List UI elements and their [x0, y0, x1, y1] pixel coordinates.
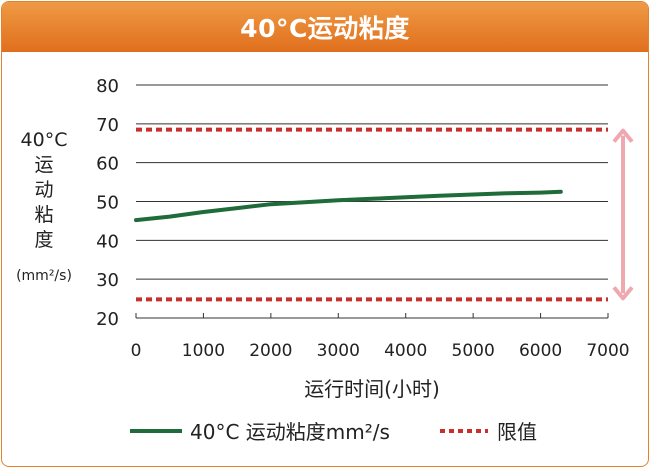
y-axis-label-char: 度 — [34, 229, 53, 251]
x-tick-label: 0 — [131, 341, 142, 361]
y-axis-label-char: 动 — [34, 179, 53, 201]
y-tick-label: 60 — [96, 154, 119, 175]
x-tick-label: 2000 — [249, 341, 292, 361]
legend-label-viscosity: 40°C 运动粘度mm²/s — [190, 420, 390, 444]
y-axis-label-temp: 40°C — [21, 129, 68, 151]
legend: 40°C 运动粘度mm²/s 限值 — [130, 420, 537, 444]
range-arrow-head-up — [612, 128, 634, 143]
chart-title: 40°C运动粘度 — [2, 2, 648, 52]
range-arrow-head-down — [612, 286, 634, 301]
y-tick-label: 50 — [96, 193, 119, 214]
x-tick-label: 5000 — [452, 341, 495, 361]
y-axis-label-char: 粘 — [34, 204, 53, 226]
y-tick-label: 20 — [96, 309, 119, 330]
x-tick-label: 7000 — [586, 341, 629, 361]
series-group — [134, 189, 563, 223]
y-tick-label: 30 — [96, 270, 119, 291]
x-tick-label: 6000 — [519, 341, 562, 361]
x-tick-label: 1000 — [182, 341, 225, 361]
x-tick-labels: 0 1000 2000 3000 4000 5000 6000 7000 — [131, 341, 630, 361]
y-tick-label: 70 — [96, 115, 119, 136]
y-tick-label: 40 — [96, 231, 119, 252]
y-axis-unit: (mm²/s) — [16, 268, 72, 284]
legend-label-limit: 限值 — [497, 420, 537, 444]
x-axis-label: 运行时间(小时) — [304, 377, 440, 401]
y-tick-label: 80 — [96, 76, 119, 97]
series-line-viscosity — [134, 189, 563, 223]
grid-lines — [135, 84, 609, 319]
y-axis-label-char: 运 — [34, 154, 53, 176]
range-arrow — [612, 128, 634, 301]
y-tick-labels: 80 70 60 50 40 30 20 — [96, 76, 119, 330]
x-tick-label: 4000 — [384, 341, 427, 361]
x-tick-label: 3000 — [317, 341, 360, 361]
limit-lines — [136, 127, 608, 302]
